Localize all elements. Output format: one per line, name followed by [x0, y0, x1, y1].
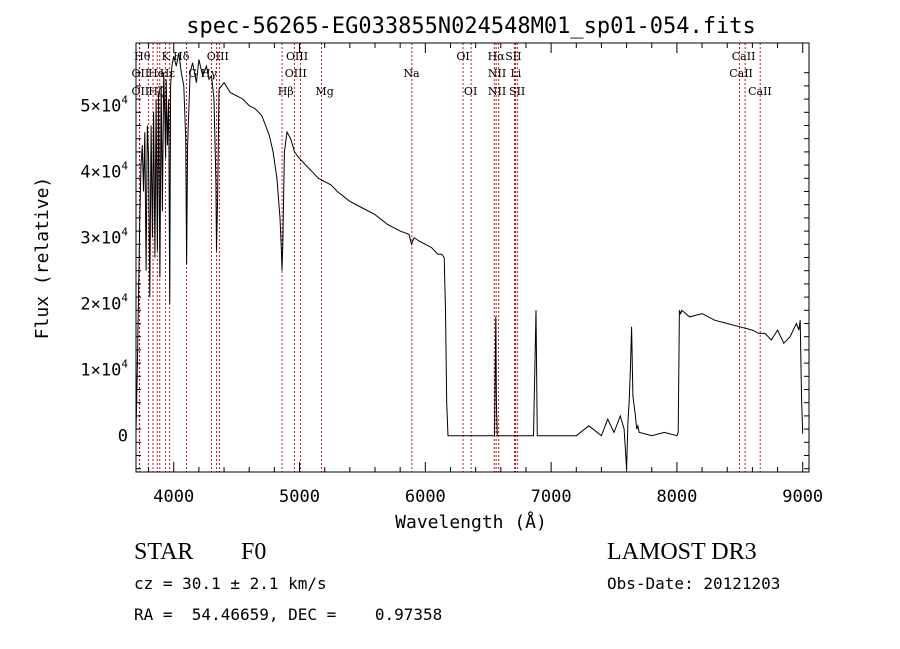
y-tick-label: 3×104	[80, 226, 128, 249]
line-label-1: OII	[132, 67, 150, 80]
survey-name: LAMOST DR3	[607, 539, 757, 565]
line-label-7: Hε	[160, 67, 176, 80]
observation-date: Obs-Date: 20121203	[607, 574, 781, 593]
line-label-18: Hα	[488, 50, 506, 63]
x-axis-label: Wavelength (Å)	[395, 511, 547, 533]
line-label-6: He	[148, 67, 164, 80]
y-tick-label: 1×104	[80, 358, 128, 381]
line-label-19: SII	[505, 50, 521, 63]
line-label-12: OIII	[285, 67, 307, 80]
coordinates: RA = 54.46659, DEC = 0.97358	[134, 605, 443, 624]
y-axis: 0 1×104 2×104 3×104 4×104 5×104	[80, 72, 809, 470]
x-axis: 4000 5000 6000 7000 8000 9000	[148, 43, 823, 507]
line-label-11: OIII	[286, 50, 308, 63]
line-label-16: OI	[456, 50, 469, 63]
line-label-4: Hδ	[173, 50, 190, 63]
y-tick-label: 2×104	[80, 292, 128, 315]
line-label-13: Hβ	[278, 85, 294, 98]
line-label-24: CaII	[732, 50, 756, 63]
object-class: STAR	[134, 539, 194, 565]
line-label-22: NII	[488, 85, 506, 98]
x-tick-label: 9000	[782, 487, 823, 507]
line-label-21: Li	[510, 67, 521, 80]
y-tick-label: 4×104	[80, 160, 128, 183]
line-label-25: CaII	[729, 67, 753, 80]
plot-frame	[135, 42, 810, 473]
chart-title: spec-56265-EG033855N024548M01_sp01-054.f…	[186, 14, 756, 39]
y-axis-label: Flux (relative)	[32, 177, 53, 340]
x-tick-label: 6000	[405, 487, 446, 507]
line-label-8: Hζ	[148, 85, 164, 98]
x-tick-label: 7000	[531, 487, 572, 507]
line-label-15: Na	[403, 67, 420, 80]
line-label-17: OI	[464, 85, 477, 98]
line-label-2: OII	[132, 85, 150, 98]
object-subclass: F0	[241, 539, 267, 565]
line-label-14: Mg	[316, 85, 334, 98]
redshift-velocity: cz = 30.1 ± 2.1 km/s	[134, 574, 327, 593]
spectrum-line	[135, 52, 804, 469]
y-tick-label: 0	[118, 427, 128, 447]
line-label-0: Hθ	[134, 50, 151, 63]
x-tick-label: 5000	[279, 487, 320, 507]
line-label-5: OIII	[207, 50, 229, 63]
line-label-23: SII	[509, 85, 525, 98]
line-label-26: CaII	[748, 85, 772, 98]
line-label-9: G	[188, 67, 197, 80]
x-tick-label: 4000	[153, 487, 194, 507]
x-tick-label: 8000	[656, 487, 697, 507]
line-label-20: NII	[488, 67, 506, 80]
line-markers	[138, 43, 761, 472]
y-tick-label: 5×104	[80, 94, 128, 117]
line-label-3: K	[161, 50, 170, 63]
